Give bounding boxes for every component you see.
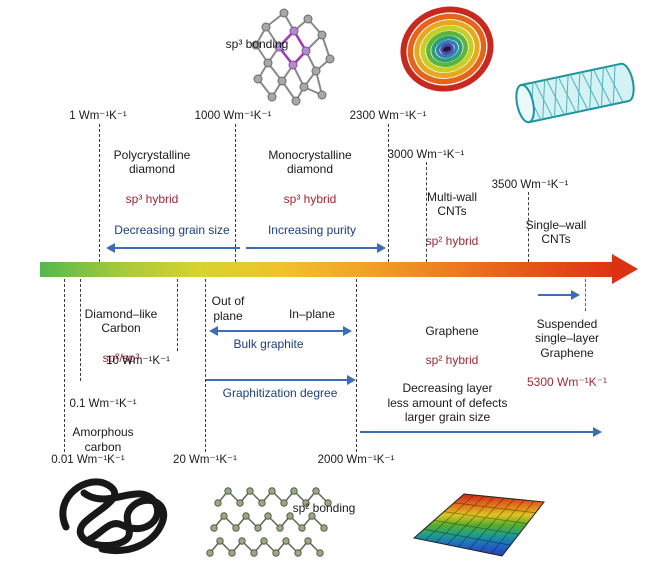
dashed-line-001wmk	[64, 279, 65, 452]
arrowhead-right	[571, 290, 580, 300]
sp2-bonding-label: sp² bonding	[292, 501, 356, 515]
dashed-line-5300wmk	[585, 279, 586, 311]
suspended-graphene-arrow	[538, 289, 580, 301]
decreasing-layer-arrow	[360, 426, 602, 438]
value-01: 0.1 Wm⁻¹K⁻¹	[69, 397, 137, 410]
material-graphene: Graphene sp² hybrid	[404, 309, 500, 382]
axis-arrowhead	[612, 254, 638, 284]
arrow-shaft	[115, 246, 240, 250]
dashed-line-01wmk	[80, 279, 81, 381]
singlewall-cnt-illustration	[515, 62, 635, 124]
material-suspended-graphene: Suspended single–layer Graphene 5300 Wm⁻…	[518, 302, 616, 404]
decreasing-grain-size-label: Decreasing grain size	[114, 223, 230, 237]
dashed-line-2000wmk	[356, 279, 357, 452]
dashed-line-1wmk	[99, 124, 100, 262]
amorphous-carbon-illustration	[59, 478, 168, 554]
hybrid-label: sp³ hybrid	[283, 191, 337, 206]
increasing-purity-arrow	[246, 242, 386, 254]
arrowhead-right	[347, 375, 356, 385]
material-name: Suspended single–layer Graphene	[534, 316, 600, 360]
hybrid-label: sp²/sp³	[102, 350, 140, 365]
material-polycrystalline-diamond: Polycrystalline diamond sp³ hybrid	[92, 133, 212, 221]
conductivity-gradient-axis	[40, 262, 614, 277]
value-3000: 3000 Wm⁻¹K⁻¹	[387, 149, 465, 161]
dashed-line-10wmk	[177, 279, 178, 351]
bulk-graphite-label: Bulk graphite	[233, 337, 304, 351]
arrowhead-left	[106, 243, 115, 253]
material-name: Graphene	[425, 323, 479, 338]
dashed-line-2300wmk	[388, 124, 389, 262]
material-name: Amorphous carbon	[72, 425, 134, 454]
material-diamond-like-carbon: Diamond–like Carbon sp²/sp³	[62, 292, 180, 380]
material-name: Multi-wall CNTs	[426, 189, 477, 219]
graphite-sheets-illustration	[206, 487, 332, 557]
increasing-purity-label: Increasing purity	[267, 223, 357, 237]
hybrid-label: sp² hybrid	[425, 233, 479, 248]
dashed-line-3500wmk	[528, 192, 529, 262]
dashed-line-20wmk	[205, 279, 206, 452]
hybrid-label: sp² hybrid	[425, 352, 479, 367]
material-name: Monocrystalline diamond	[268, 147, 352, 177]
value-10: 10 Wm⁻¹K⁻¹	[106, 355, 170, 367]
multiwall-cnt-illustration	[400, 6, 494, 92]
out-of-plane-label: Out of plane	[211, 294, 245, 323]
dashed-line-3000wmk	[426, 162, 427, 262]
material-name: Diamond–like Carbon	[84, 306, 158, 336]
diamond-lattice-illustration	[251, 8, 335, 106]
value-1: 1 Wm⁻¹K⁻¹	[69, 110, 127, 122]
material-name: Polycrystalline diamond	[113, 147, 191, 177]
arrowhead-right	[377, 243, 386, 253]
hybrid-label: sp³ hybrid	[125, 191, 179, 206]
arrow-shaft	[360, 430, 593, 434]
value-2000: 2000 Wm⁻¹K⁻¹	[317, 454, 395, 466]
material-name: Single–wall CNTs	[525, 217, 587, 247]
material-amorphous-carbon: 0.1 Wm⁻¹K⁻¹ Amorphous carbon	[48, 382, 158, 469]
arrow-shaft	[218, 329, 343, 333]
arrow-shaft	[538, 293, 571, 297]
arrowhead-left	[209, 326, 218, 336]
material-singlewall-cnts: Single–wall CNTs sp² hybrid	[508, 203, 604, 291]
graphene-3d-illustration	[412, 493, 545, 557]
bulk-graphite-arrow	[209, 325, 352, 337]
graphitization-degree-label: Graphitization degree	[222, 386, 338, 400]
value-1000: 1000 Wm⁻¹K⁻¹	[194, 110, 272, 122]
arrow-shaft	[206, 378, 347, 382]
value-20: 20 Wm⁻¹K⁻¹	[173, 454, 237, 466]
graphitization-degree-arrow	[206, 374, 356, 386]
decreasing-layer-label: Decreasing layer less amount of defects …	[387, 381, 508, 425]
in-plane-label: In–plane	[288, 307, 336, 321]
material-multiwall-cnts: Multi-wall CNTs sp² hybrid	[404, 175, 500, 263]
material-monocrystalline-diamond: Monocrystalline diamond sp³ hybrid	[250, 133, 370, 221]
value-5300: 5300 Wm⁻¹K⁻¹	[526, 375, 607, 390]
value-001: 0.01 Wm⁻¹K⁻¹	[51, 454, 125, 466]
value-3500: 3500 Wm⁻¹K⁻¹	[491, 179, 569, 191]
value-2300: 2300 Wm⁻¹K⁻¹	[349, 110, 427, 122]
sp3-bonding-label: sp³ bonding	[225, 37, 289, 51]
arrowhead-right	[343, 326, 352, 336]
dashed-line-1000wmk	[235, 124, 236, 262]
arrow-shaft	[246, 246, 377, 250]
arrowhead-right	[593, 427, 602, 437]
decreasing-grain-size-arrow	[106, 242, 240, 254]
